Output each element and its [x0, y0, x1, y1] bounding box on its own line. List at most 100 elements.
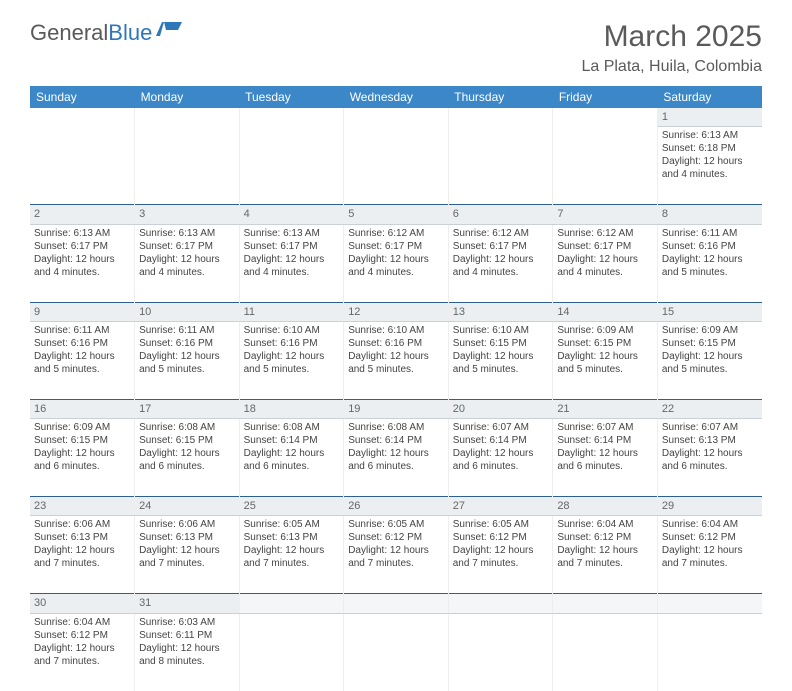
sunrise-text: Sunrise: 6:12 AM [557, 227, 653, 240]
daylight-text: Daylight: 12 hours and 5 minutes. [244, 350, 340, 376]
sunrise-text: Sunrise: 6:09 AM [662, 324, 758, 337]
day-number-cell [448, 108, 553, 127]
day-info-cell [135, 127, 240, 205]
day-info-cell [553, 613, 658, 691]
day-info-cell: Sunrise: 6:06 AMSunset: 6:13 PMDaylight:… [135, 516, 240, 594]
day-number-cell: 22 [657, 399, 762, 418]
day-number-row: 2345678 [30, 205, 762, 224]
day-info-cell: Sunrise: 6:08 AMSunset: 6:14 PMDaylight:… [344, 419, 449, 497]
sunset-text: Sunset: 6:12 PM [348, 531, 444, 544]
day-info-cell: Sunrise: 6:11 AMSunset: 6:16 PMDaylight:… [135, 321, 240, 399]
sunset-text: Sunset: 6:17 PM [557, 240, 653, 253]
sunset-text: Sunset: 6:16 PM [34, 337, 130, 350]
day-header: Sunday [30, 86, 135, 108]
sunset-text: Sunset: 6:16 PM [244, 337, 340, 350]
day-info-cell: Sunrise: 6:08 AMSunset: 6:14 PMDaylight:… [239, 419, 344, 497]
sunset-text: Sunset: 6:16 PM [139, 337, 235, 350]
sunrise-text: Sunrise: 6:05 AM [244, 518, 340, 531]
day-number-cell: 23 [30, 497, 135, 516]
sunrise-text: Sunrise: 6:09 AM [557, 324, 653, 337]
sunset-text: Sunset: 6:14 PM [348, 434, 444, 447]
sunset-text: Sunset: 6:14 PM [453, 434, 549, 447]
sunrise-text: Sunrise: 6:10 AM [453, 324, 549, 337]
day-info-cell [448, 127, 553, 205]
calendar-table: Sunday Monday Tuesday Wednesday Thursday… [30, 86, 762, 691]
day-number-cell: 26 [344, 497, 449, 516]
day-info-cell: Sunrise: 6:04 AMSunset: 6:12 PMDaylight:… [657, 516, 762, 594]
day-info-cell: Sunrise: 6:10 AMSunset: 6:15 PMDaylight:… [448, 321, 553, 399]
sunrise-text: Sunrise: 6:13 AM [139, 227, 235, 240]
day-number-row: 3031 [30, 594, 762, 613]
week-block: 3031Sunrise: 6:04 AMSunset: 6:12 PMDayli… [30, 594, 762, 691]
day-info-cell: Sunrise: 6:03 AMSunset: 6:11 PMDaylight:… [135, 613, 240, 691]
day-number-cell: 10 [135, 302, 240, 321]
daylight-text: Daylight: 12 hours and 5 minutes. [662, 350, 758, 376]
day-info-row: Sunrise: 6:13 AMSunset: 6:18 PMDaylight:… [30, 127, 762, 205]
day-number-cell: 9 [30, 302, 135, 321]
sunrise-text: Sunrise: 6:10 AM [348, 324, 444, 337]
sunrise-text: Sunrise: 6:13 AM [34, 227, 130, 240]
sunset-text: Sunset: 6:13 PM [662, 434, 758, 447]
daylight-text: Daylight: 12 hours and 4 minutes. [34, 253, 130, 279]
daylight-text: Daylight: 12 hours and 7 minutes. [453, 544, 549, 570]
day-number-cell: 15 [657, 302, 762, 321]
logo-flag-icon [156, 20, 182, 38]
day-info-row: Sunrise: 6:09 AMSunset: 6:15 PMDaylight:… [30, 419, 762, 497]
sunset-text: Sunset: 6:17 PM [348, 240, 444, 253]
week-block: 2345678Sunrise: 6:13 AMSunset: 6:17 PMDa… [30, 205, 762, 302]
logo-text-general: General [30, 20, 108, 46]
day-info-cell: Sunrise: 6:04 AMSunset: 6:12 PMDaylight:… [30, 613, 135, 691]
sunrise-text: Sunrise: 6:12 AM [453, 227, 549, 240]
day-number-cell: 1 [657, 108, 762, 127]
day-number-cell: 29 [657, 497, 762, 516]
sunrise-text: Sunrise: 6:09 AM [34, 421, 130, 434]
daylight-text: Daylight: 12 hours and 6 minutes. [453, 447, 549, 473]
day-number-cell [135, 108, 240, 127]
daylight-text: Daylight: 12 hours and 7 minutes. [34, 642, 130, 668]
day-number-row: 9101112131415 [30, 302, 762, 321]
day-info-cell: Sunrise: 6:05 AMSunset: 6:13 PMDaylight:… [239, 516, 344, 594]
sunrise-text: Sunrise: 6:11 AM [662, 227, 758, 240]
sunset-text: Sunset: 6:17 PM [453, 240, 549, 253]
sunset-text: Sunset: 6:15 PM [662, 337, 758, 350]
day-header: Monday [135, 86, 240, 108]
sunrise-text: Sunrise: 6:04 AM [557, 518, 653, 531]
day-info-cell: Sunrise: 6:10 AMSunset: 6:16 PMDaylight:… [344, 321, 449, 399]
day-number-cell: 16 [30, 399, 135, 418]
day-number-cell: 27 [448, 497, 553, 516]
day-number-row: 23242526272829 [30, 497, 762, 516]
day-number-cell: 18 [239, 399, 344, 418]
sunset-text: Sunset: 6:12 PM [34, 629, 130, 642]
day-info-cell: Sunrise: 6:13 AMSunset: 6:18 PMDaylight:… [657, 127, 762, 205]
day-info-cell: Sunrise: 6:12 AMSunset: 6:17 PMDaylight:… [448, 224, 553, 302]
sunrise-text: Sunrise: 6:13 AM [662, 129, 758, 142]
day-info-cell: Sunrise: 6:13 AMSunset: 6:17 PMDaylight:… [239, 224, 344, 302]
daylight-text: Daylight: 12 hours and 4 minutes. [139, 253, 235, 279]
title-location: La Plata, Huila, Colombia [581, 58, 762, 76]
daylight-text: Daylight: 12 hours and 6 minutes. [34, 447, 130, 473]
day-number-cell [448, 594, 553, 613]
day-number-cell: 24 [135, 497, 240, 516]
sunset-text: Sunset: 6:15 PM [557, 337, 653, 350]
day-info-cell: Sunrise: 6:09 AMSunset: 6:15 PMDaylight:… [657, 321, 762, 399]
title-block: March 2025 La Plata, Huila, Colombia [581, 20, 762, 76]
day-info-cell: Sunrise: 6:06 AMSunset: 6:13 PMDaylight:… [30, 516, 135, 594]
sunrise-text: Sunrise: 6:07 AM [557, 421, 653, 434]
day-header: Thursday [448, 86, 553, 108]
day-info-row: Sunrise: 6:13 AMSunset: 6:17 PMDaylight:… [30, 224, 762, 302]
day-info-row: Sunrise: 6:04 AMSunset: 6:12 PMDaylight:… [30, 613, 762, 691]
day-info-cell: Sunrise: 6:04 AMSunset: 6:12 PMDaylight:… [553, 516, 658, 594]
sunset-text: Sunset: 6:13 PM [244, 531, 340, 544]
sunrise-text: Sunrise: 6:08 AM [244, 421, 340, 434]
day-info-cell [239, 127, 344, 205]
header: GeneralBlue March 2025 La Plata, Huila, … [30, 20, 762, 76]
sunset-text: Sunset: 6:17 PM [34, 240, 130, 253]
sunrise-text: Sunrise: 6:12 AM [348, 227, 444, 240]
sunset-text: Sunset: 6:12 PM [557, 531, 653, 544]
day-number-cell: 21 [553, 399, 658, 418]
day-info-row: Sunrise: 6:06 AMSunset: 6:13 PMDaylight:… [30, 516, 762, 594]
logo: GeneralBlue [30, 20, 182, 46]
daylight-text: Daylight: 12 hours and 6 minutes. [139, 447, 235, 473]
sunrise-text: Sunrise: 6:03 AM [139, 616, 235, 629]
day-number-cell: 25 [239, 497, 344, 516]
